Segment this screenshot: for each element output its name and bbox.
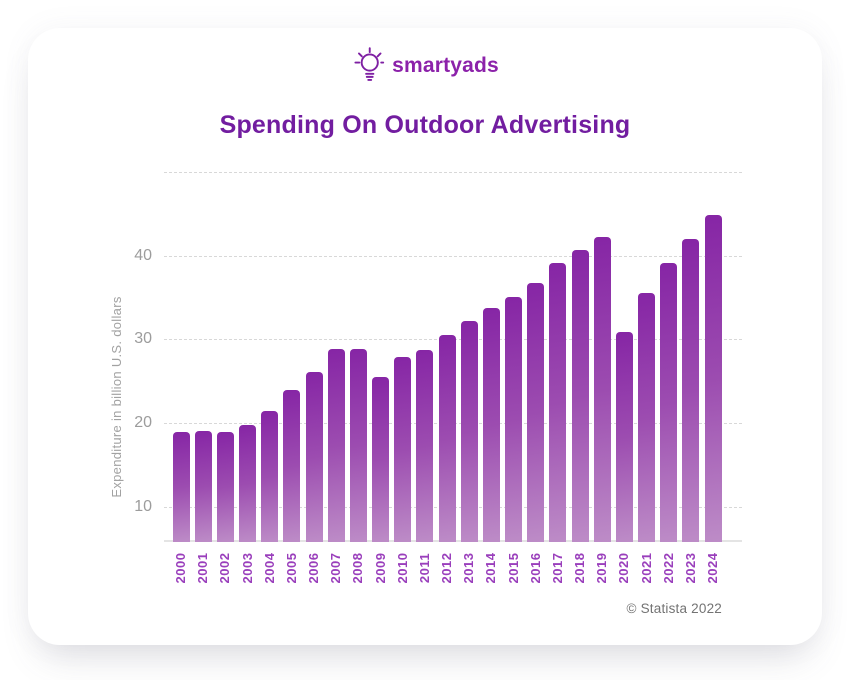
x-tick-label-2021: 2021 xyxy=(638,552,654,584)
plot-area: Expenditure in billion U.S. dollars 40 30… xyxy=(109,172,742,583)
bar-2005 xyxy=(283,389,301,542)
bar-2002 xyxy=(216,432,234,542)
brand-name: smartyads xyxy=(392,54,499,77)
x-tick-label-2006: 2006 xyxy=(306,552,321,584)
x-tick-label-2009: 2009 xyxy=(372,552,388,584)
bar-2004 xyxy=(261,410,279,542)
x-tick-label-2003: 2003 xyxy=(239,552,255,584)
x-tick-label-2012: 2012 xyxy=(439,552,454,584)
logo: smartyads xyxy=(28,44,822,88)
x-tick-label-2004: 2004 xyxy=(261,552,277,584)
bar-2009 xyxy=(372,377,389,542)
bar-2020 xyxy=(615,331,633,542)
x-tick-label-2015: 2015 xyxy=(505,552,521,584)
x-tick-label-2013: 2013 xyxy=(461,552,477,584)
bar-2021 xyxy=(638,292,656,542)
x-tick-label-2023: 2023 xyxy=(682,552,698,584)
x-tick-label-2001: 2001 xyxy=(195,552,211,584)
bar-2008 xyxy=(349,348,367,542)
y-tick-label-40: 40 xyxy=(134,246,152,264)
bar-2014 xyxy=(482,308,500,542)
bar-2017 xyxy=(549,263,567,542)
bar-2013 xyxy=(460,321,478,542)
x-tick-label-2000: 2000 xyxy=(173,552,188,584)
y-tick-label-30: 30 xyxy=(134,330,152,348)
x-tick-label-2022: 2022 xyxy=(660,552,676,584)
bar-2015 xyxy=(505,296,523,542)
x-tick-label-2008: 2008 xyxy=(350,552,366,584)
x-tick-label-2020: 2020 xyxy=(616,552,632,584)
bar-2006 xyxy=(305,372,323,542)
x-tick-label-2014: 2014 xyxy=(483,552,499,584)
bar-2019 xyxy=(593,237,611,542)
bar-2023 xyxy=(682,239,700,542)
gridline-40 xyxy=(164,255,742,257)
page-title: Spending On Outdoor Advertising xyxy=(219,111,631,139)
y-axis-title: Expenditure in billion U.S. dollars xyxy=(109,296,124,498)
bar-2003 xyxy=(239,424,256,542)
x-tick-label-2019: 2019 xyxy=(594,552,610,584)
x-tick-label-2018: 2018 xyxy=(572,552,588,584)
bar-2016 xyxy=(527,283,545,542)
bar-2024 xyxy=(704,214,722,542)
x-tick-label-2016: 2016 xyxy=(527,552,543,584)
x-tick-label-2007: 2007 xyxy=(328,552,344,584)
bar-2011 xyxy=(416,350,434,542)
bar-2001 xyxy=(194,430,212,542)
bar-2012 xyxy=(438,335,456,542)
bar-2018 xyxy=(571,249,589,542)
x-tick-label-2024: 2024 xyxy=(705,552,721,584)
x-tick-label-2011: 2011 xyxy=(416,552,432,584)
gridline-50 xyxy=(164,172,742,173)
x-tick-label-2002: 2002 xyxy=(217,552,233,584)
x-tick-label-2017: 2017 xyxy=(549,552,565,584)
chart-card: smartyads Spending On Outdoor Advertisin… xyxy=(28,28,822,645)
bar-2000 xyxy=(172,432,190,542)
lightbulb-icon xyxy=(351,46,385,86)
bar-2022 xyxy=(660,263,678,542)
x-tick-label-2005: 2005 xyxy=(283,552,299,584)
x-tick-label-2010: 2010 xyxy=(394,552,410,584)
bar-2007 xyxy=(327,348,345,542)
y-tick-label-10: 10 xyxy=(134,497,152,515)
y-tick-label-20: 20 xyxy=(134,414,152,432)
source-attribution: © Statista 2022 xyxy=(626,601,722,616)
bar-2010 xyxy=(394,357,412,542)
